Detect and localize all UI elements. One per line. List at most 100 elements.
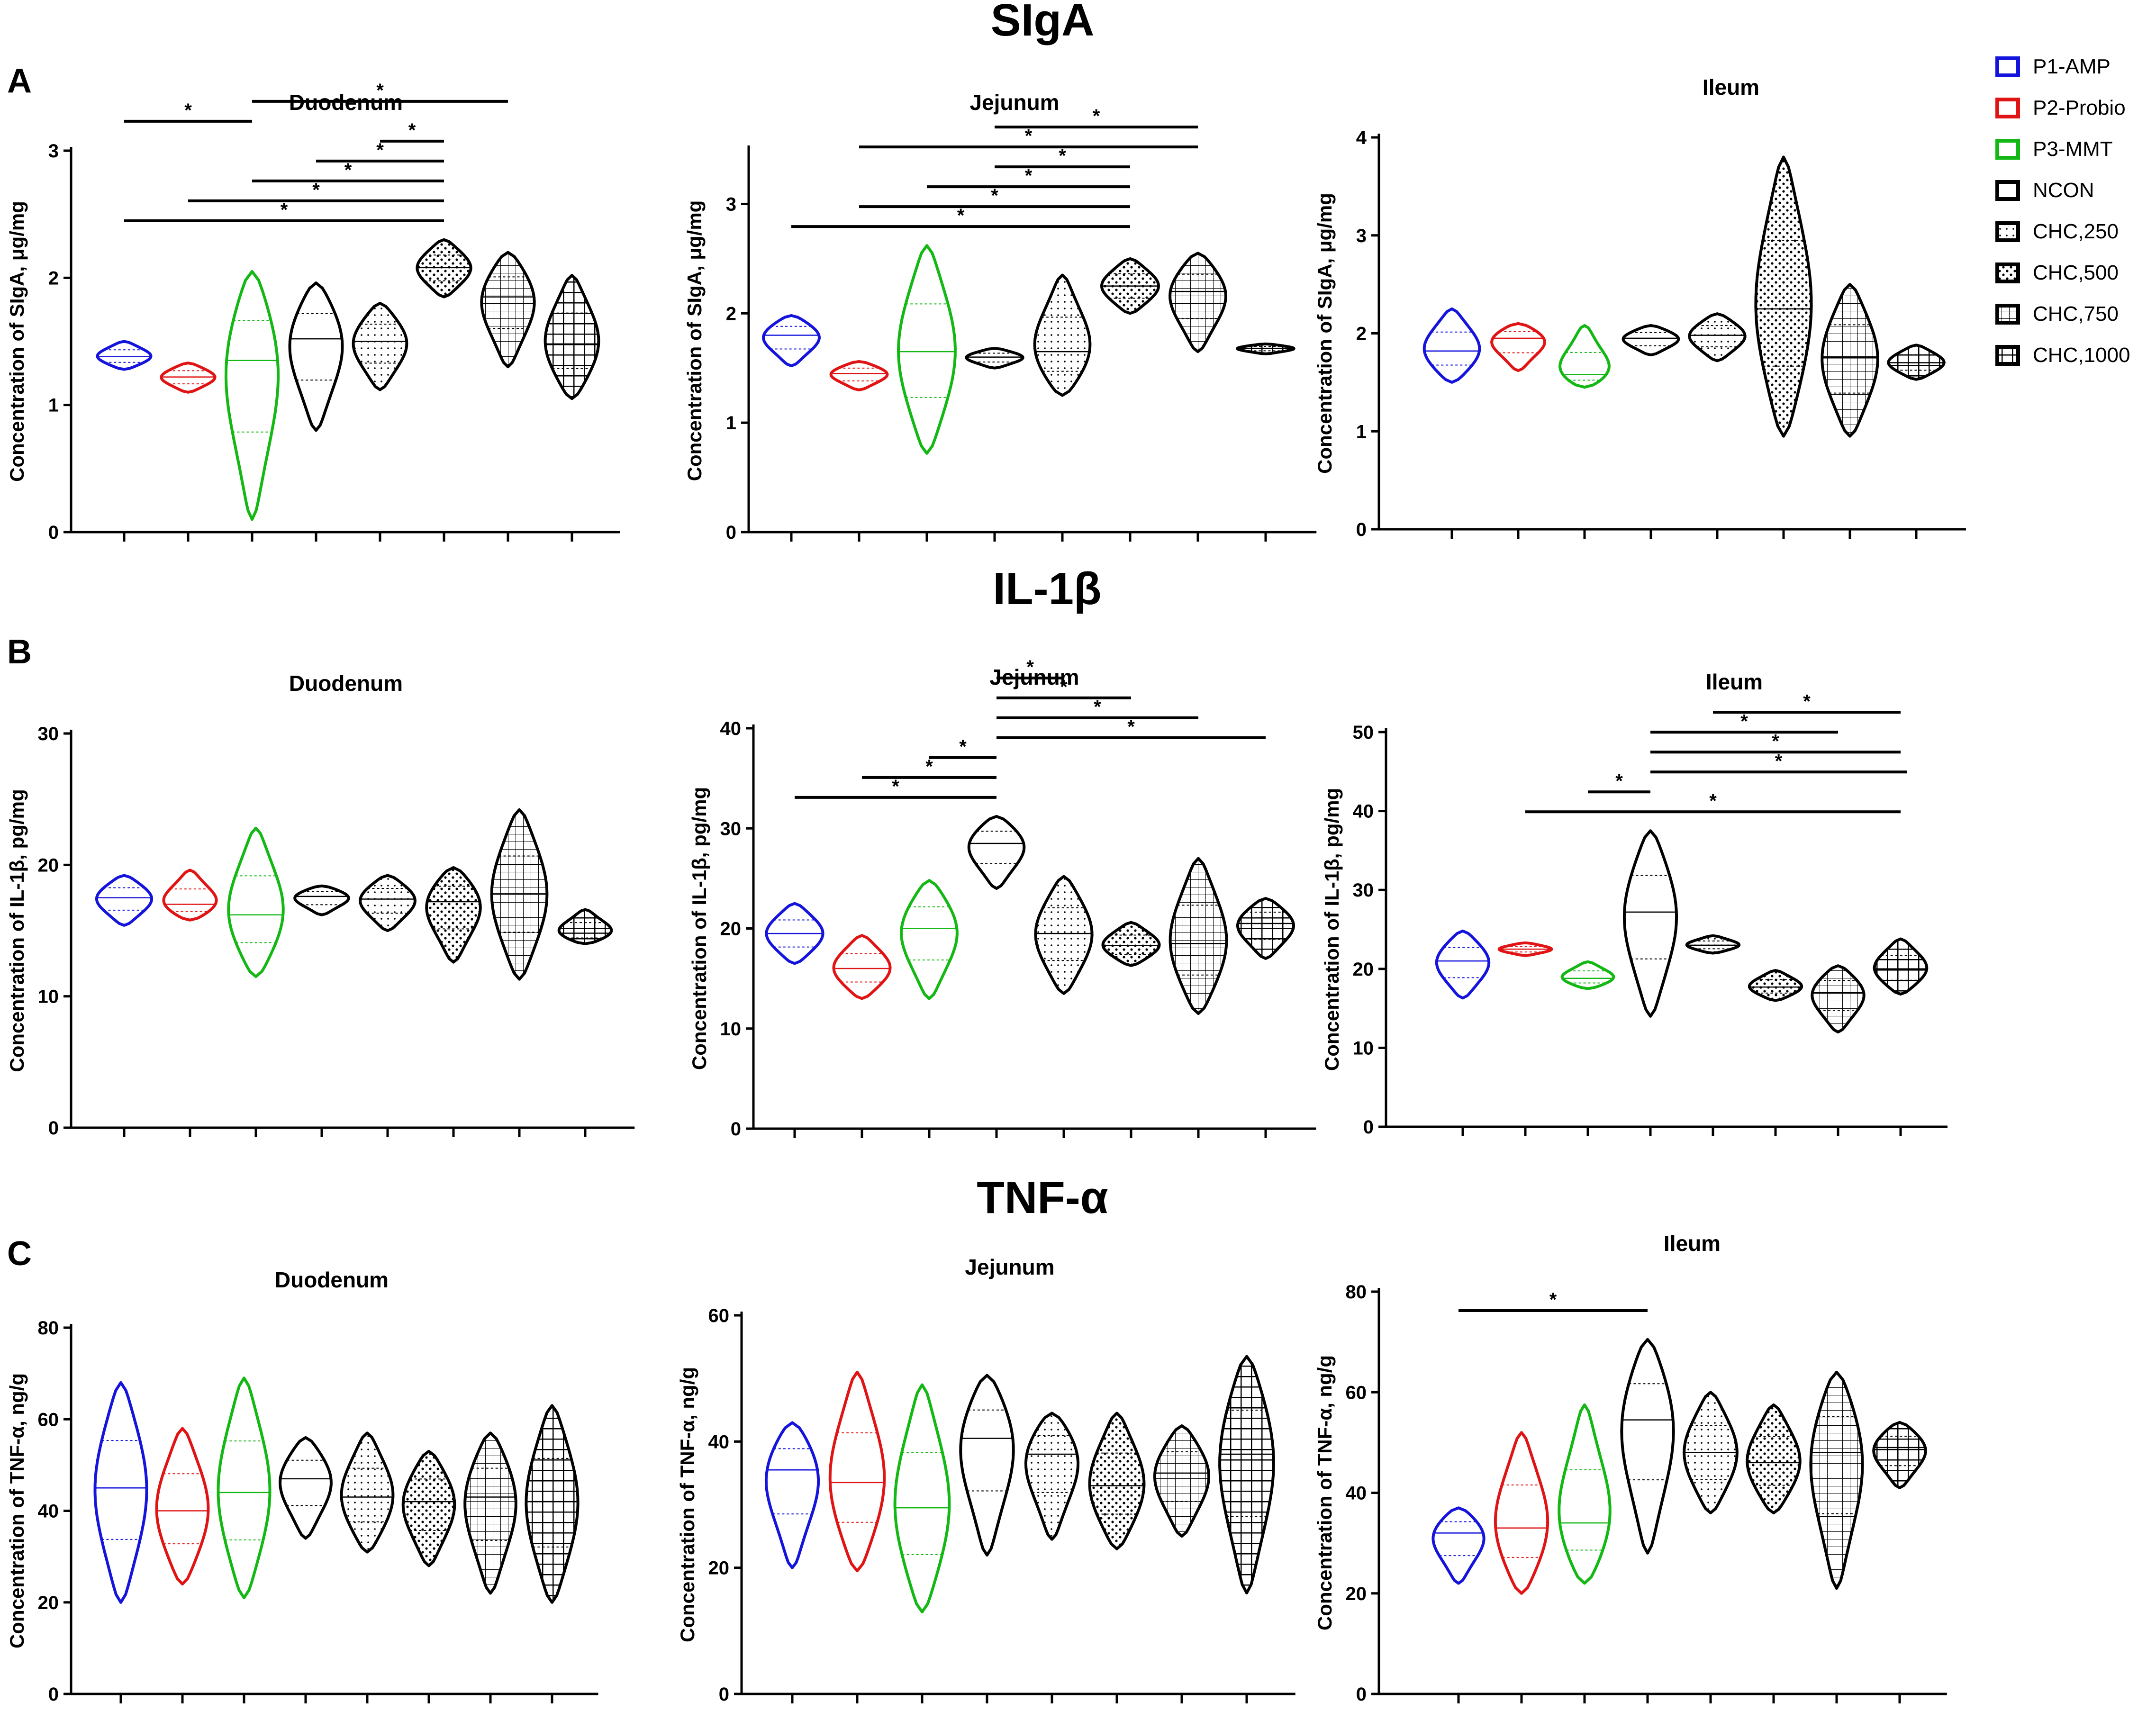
violin-chc-750	[490, 808, 549, 981]
y-tick-label: 50	[1353, 722, 1374, 743]
chart-tnfa-duodenum: Duodenum Concentration of TNF-α, ng/g 0 20 4…	[6, 1267, 598, 1705]
y-tick-label: 2	[48, 268, 59, 289]
chart-tnfa-jejunum: Jejunum Concentration of TNF-α, ng/g 0 20 40…	[676, 1255, 1295, 1705]
violin-chc-250	[1024, 1412, 1080, 1541]
violin-p3-mmt	[893, 1383, 951, 1613]
y-tick-label: 80	[1346, 1282, 1367, 1303]
y-tick-label: 0	[731, 1119, 741, 1140]
legend: P1-AMP P2-Probio P3-MMT NCON CHC,250 CHC,500 C…	[1995, 55, 2130, 367]
violin-ncon	[279, 1436, 333, 1540]
significance-star: *	[281, 199, 288, 220]
significance-star: *	[408, 120, 416, 141]
violin-p1-amp	[93, 1381, 148, 1604]
violin-chc-500	[1088, 1412, 1146, 1550]
significance-star: *	[1775, 751, 1783, 771]
significance-star: *	[1740, 711, 1748, 732]
violin-p3-mmt	[1558, 1403, 1612, 1585]
violin-chc-250	[352, 302, 408, 391]
chart-title: Duodenum	[289, 671, 403, 696]
legend-label-chc-500: CHC,500	[2033, 261, 2119, 284]
violin-chc-750	[1169, 857, 1228, 1015]
chart-il1b-ileum: Ileum Concentration of IL-1β, pg/mg 0 10 20 3…	[1321, 670, 1948, 1138]
violin-p1-amp	[762, 314, 821, 368]
row-title-il1b: IL-1β	[993, 563, 1101, 614]
y-tick-label: 0	[726, 522, 736, 543]
violin-p3-mmt	[217, 1376, 272, 1600]
violin-p2-probio	[1497, 941, 1553, 957]
violin-chc-500	[1754, 155, 1813, 438]
y-tick-label: 0	[48, 1684, 59, 1705]
violin-chc-1000	[1872, 1421, 1927, 1489]
y-tick-label: 40	[1346, 1483, 1367, 1504]
legend-swatch-chc-500	[1995, 263, 2020, 283]
legend-label-chc-250: CHC,250	[2033, 220, 2119, 243]
y-axis-label: Concentration of TNF-α, ng/g	[6, 1373, 28, 1648]
significance-star: *	[1025, 165, 1033, 186]
significance-star: *	[1127, 716, 1135, 737]
y-axis-label: Concentration of TNF-α, ng/g	[676, 1367, 698, 1642]
violin-chc-250	[340, 1431, 395, 1554]
y-axis-label: Concentration of SIgA, μg/mg	[1314, 193, 1336, 474]
violin-p3-mmt	[227, 826, 285, 978]
y-tick-label: 10	[720, 1019, 742, 1040]
violin-chc-1000	[1236, 897, 1295, 960]
legend-label-p2-probio: P2-Probio	[2033, 96, 2126, 119]
chart-title: Ileum	[1703, 75, 1759, 100]
chart-tnfa-ileum: Ileum Concentration of TNF-α, ng/g 0 20 40 60…	[1314, 1231, 1947, 1705]
violin-p1-amp	[96, 340, 153, 371]
y-tick-label: 40	[708, 1431, 730, 1452]
chart-siga-jejunum: Jejunum Concentration of SIgA, μg/mg 0 1 2 3 *…	[683, 90, 1317, 543]
y-tick-label: 1	[48, 395, 59, 416]
violin-p1-amp	[1431, 1506, 1486, 1585]
y-axis-label: Concentration of IL-1β, pg/mg	[688, 787, 710, 1070]
chart-il1b-duodenum: Duodenum Concentration of IL-1β, pg/mg 0 10…	[6, 671, 635, 1139]
y-tick-label: 60	[38, 1409, 59, 1430]
significance-star: *	[344, 160, 352, 181]
significance-star: *	[1026, 657, 1034, 678]
legend-label-chc-750: CHC,750	[2033, 302, 2119, 326]
violin-chc-1000	[1873, 937, 1929, 996]
violin-chc-250	[1685, 934, 1741, 955]
y-tick-label: 30	[38, 724, 59, 744]
significance-star: *	[376, 80, 384, 101]
violin-chc-500	[1748, 969, 1803, 1002]
y-tick-label: 10	[1353, 1038, 1374, 1059]
violin-chc-750	[480, 251, 536, 369]
violin-chc-750	[1153, 1424, 1211, 1538]
y-tick-label: 60	[1346, 1382, 1367, 1403]
legend-swatch-chc-250	[1995, 221, 2020, 242]
violin-p2-probio	[828, 1370, 886, 1573]
chart-title: Jejunum	[969, 90, 1059, 115]
significance-star: *	[1025, 126, 1033, 146]
legend-swatch-chc-1000	[1995, 345, 2020, 366]
y-tick-label: 0	[1363, 1117, 1374, 1138]
y-axis-label: Concentration of TNF-α, ng/g	[1314, 1355, 1336, 1630]
violin-p1-amp	[95, 874, 154, 927]
violin-chc-750	[1821, 283, 1879, 438]
y-tick-label: 20	[38, 1593, 59, 1613]
chart-title: Jejunum	[965, 1255, 1054, 1279]
panel-letter-c: C	[7, 1235, 32, 1273]
violin-ncon	[967, 815, 1026, 890]
chart-title: Ileum	[1664, 1231, 1721, 1256]
violin-ncon	[965, 347, 1024, 370]
y-axis-label: Concentration of SIgA, μg/mg	[6, 201, 28, 482]
violin-chc-750	[1809, 1370, 1864, 1590]
violin-chc-500	[416, 238, 472, 299]
chart-siga-ileum: Ileum Concentration of SIgA, μg/mg 0 1 2 3 4	[1314, 75, 1966, 540]
y-tick-label: 30	[1353, 880, 1374, 901]
significance-star: *	[1803, 691, 1811, 712]
violin-p1-amp	[764, 1421, 820, 1569]
y-tick-label: 1	[1356, 421, 1367, 442]
legend-swatch-p1-amp	[1995, 56, 2020, 77]
legend-swatch-ncon	[1995, 180, 2020, 201]
violin-ncon	[1622, 324, 1680, 356]
violin-p1-amp	[765, 902, 824, 965]
significance-star: *	[1615, 770, 1623, 791]
violin-ncon	[1620, 1338, 1675, 1555]
panel-letter-a: A	[7, 62, 32, 100]
y-tick-label: 2	[726, 303, 736, 324]
legend-label-p3-mmt: P3-MMT	[2033, 137, 2113, 161]
